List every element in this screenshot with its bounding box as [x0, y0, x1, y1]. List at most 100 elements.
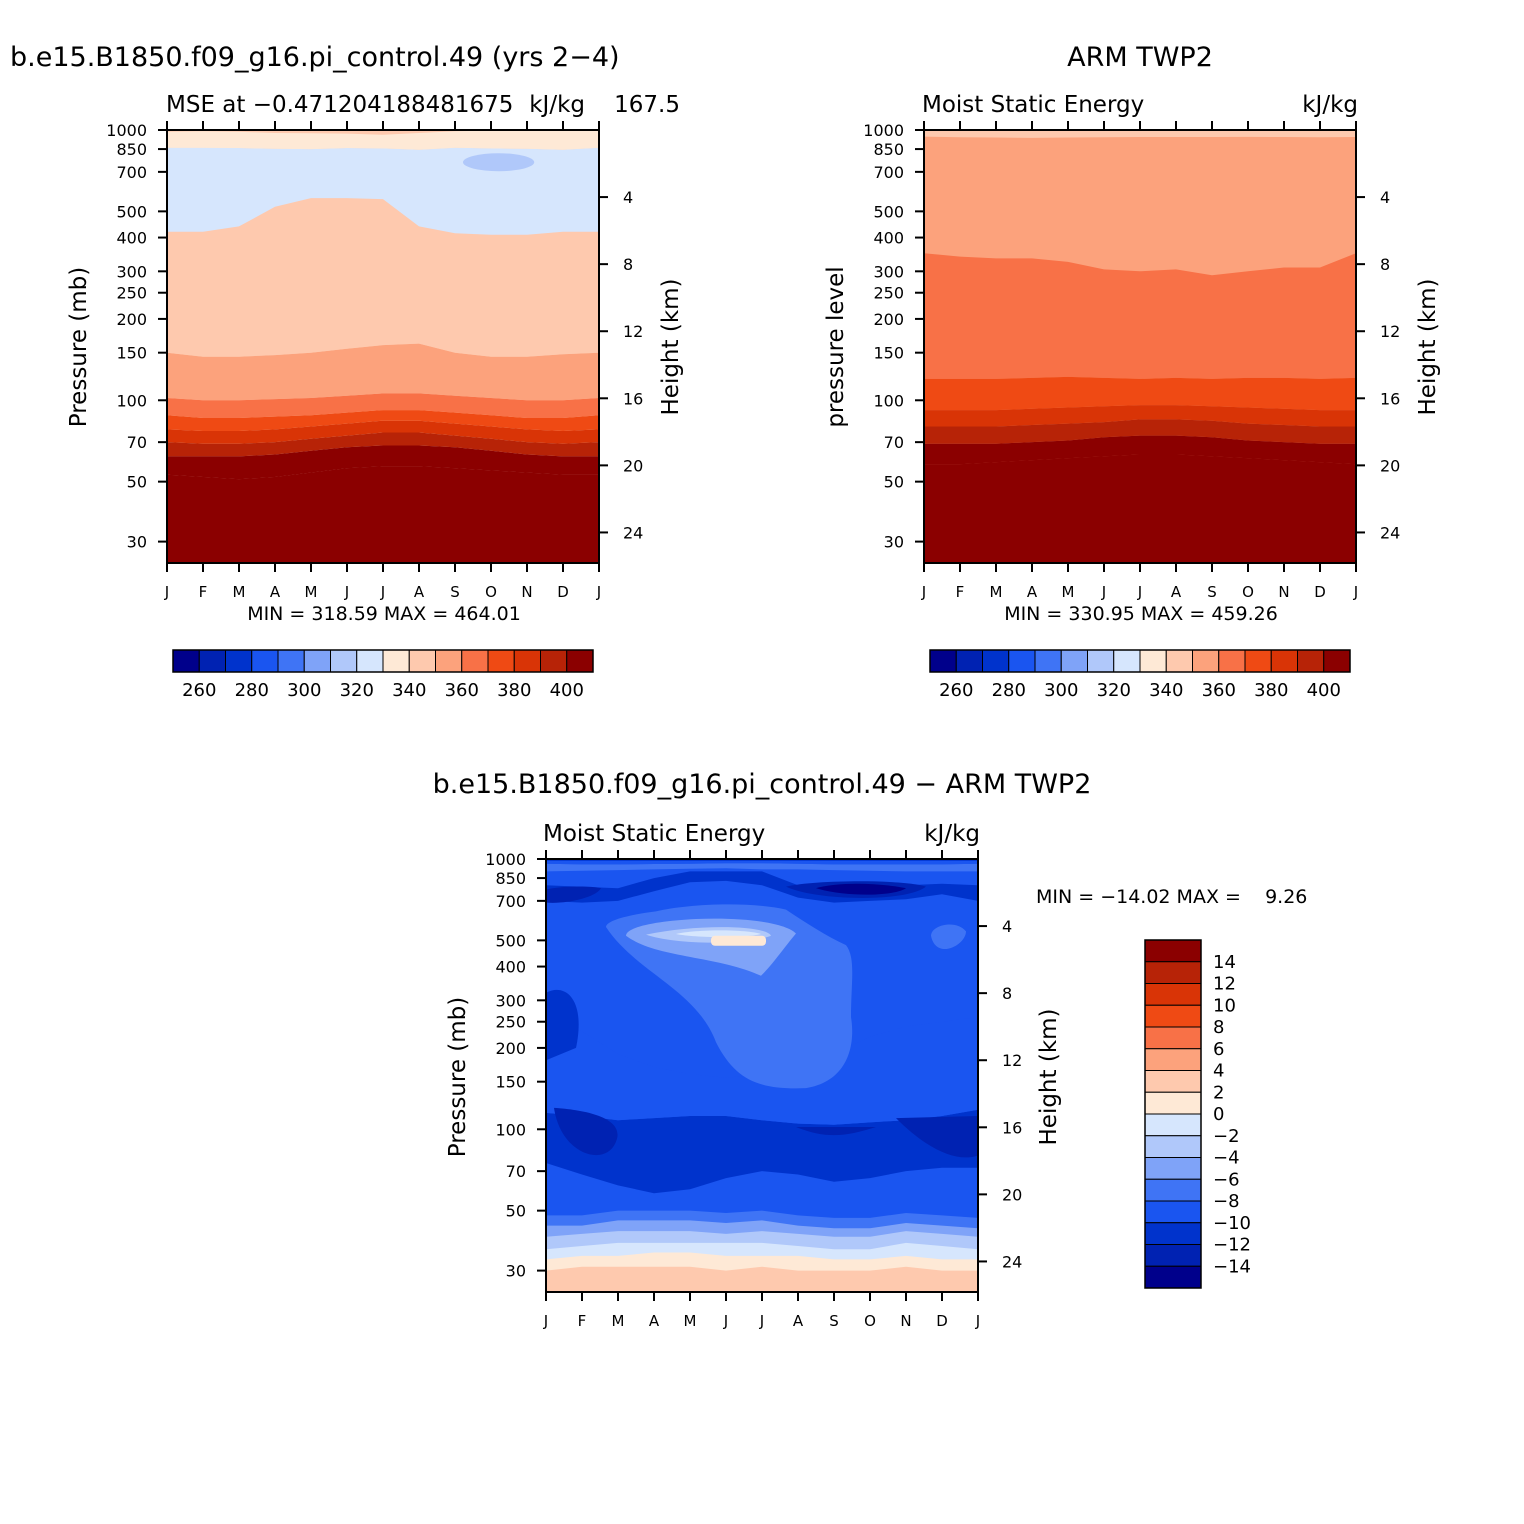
- colorbar-box: [1165, 649, 1193, 673]
- model-axes: J F M A M J J A S O N D J 30 50 70 100 150 200 250 300 400 500…: [106, 121, 643, 601]
- colorbar-box: [929, 649, 957, 673]
- y-tick-label: 300: [116, 262, 147, 281]
- colorbar-box: [1323, 649, 1351, 673]
- y-tick-label: 250: [116, 284, 147, 303]
- obs-band: [924, 419, 1356, 444]
- y-tick-label: 300: [495, 991, 526, 1010]
- model-left-subtitle: MSE at −0.471204188481675: [166, 92, 513, 118]
- x-tick-label: N: [1278, 583, 1289, 601]
- colorbar-label: 10: [1213, 995, 1236, 1016]
- model-extra-subtitle: 167.5: [614, 92, 680, 118]
- diff-right-subtitle: kJ/kg: [924, 821, 980, 847]
- x-tick-label: J: [1353, 583, 1358, 601]
- x-tick-label: J: [164, 583, 169, 601]
- colorbar-label: 14: [1213, 952, 1236, 973]
- y-tick-label: 1000: [485, 850, 526, 869]
- obs-title: ARM TWP2: [1067, 42, 1213, 73]
- colorbar-label: −8: [1213, 1191, 1240, 1212]
- x-tick-label: J: [975, 1312, 980, 1330]
- y-tick-label: 70: [506, 1162, 526, 1181]
- y-tick-label: 30: [127, 533, 147, 552]
- colorbar-label: −4: [1213, 1148, 1240, 1169]
- y2-tick-label: 12: [623, 322, 643, 341]
- x-tick-label: M: [990, 583, 1003, 601]
- obs-right-subtitle: kJ/kg: [1302, 92, 1358, 118]
- obs-axes: J F M A M J J A S O N D J 30 50 70 100 150 200 250 300 400 500…: [863, 121, 1400, 601]
- y-tick-label: 30: [506, 1262, 526, 1281]
- colorbar-label: 300: [287, 680, 321, 701]
- y-tick-label: 700: [116, 163, 147, 182]
- colorbar-box: [1144, 1157, 1202, 1180]
- colorbar-box: [1144, 1200, 1202, 1224]
- x-tick-label: F: [199, 583, 208, 601]
- colorbar-box: [1034, 649, 1062, 673]
- y2-tick-label: 12: [1380, 322, 1400, 341]
- colorbar-box: [982, 649, 1010, 673]
- y-tick-label: 200: [495, 1039, 526, 1058]
- obs-contour-fill: [924, 130, 1356, 563]
- colorbar-box: [303, 649, 331, 673]
- colorbar-label: 380: [497, 680, 531, 701]
- colorbar-box: [1144, 1222, 1202, 1245]
- y2-tick-label: 16: [1380, 389, 1400, 408]
- diff-band: [546, 1017, 978, 1125]
- x-tick-label: J: [543, 1312, 548, 1330]
- colorbar-label: 12: [1213, 974, 1236, 995]
- x-tick-label: J: [344, 583, 349, 601]
- y-tick-label: 50: [884, 473, 904, 492]
- colorbar-box: [1144, 1026, 1202, 1050]
- colorbar-box: [513, 649, 541, 673]
- x-tick-label: A: [793, 1312, 804, 1330]
- colorbar-box: [1144, 1113, 1202, 1137]
- model-band: [167, 343, 599, 401]
- x-tick-label: A: [1171, 583, 1182, 601]
- colorbar-label: 280: [992, 680, 1026, 701]
- colorbar-label: −10: [1213, 1213, 1251, 1234]
- model-band: [167, 445, 599, 480]
- colorbar-box: [1144, 961, 1202, 984]
- x-tick-label: J: [596, 583, 601, 601]
- colorbar-label: 260: [182, 680, 216, 701]
- diff-band: [796, 1126, 876, 1136]
- colorbar-box: [1244, 649, 1272, 673]
- x-tick-label: J: [380, 583, 385, 601]
- colorbar-label: −12: [1213, 1235, 1251, 1256]
- y-tick-label: 70: [884, 433, 904, 452]
- x-tick-label: N: [900, 1312, 911, 1330]
- diff-band: [896, 1115, 978, 1158]
- y2-tick-label: 8: [1002, 984, 1012, 1003]
- colorbar-box: [1218, 649, 1246, 673]
- colorbar-label: 400: [550, 680, 584, 701]
- x-tick-label: J: [921, 583, 926, 601]
- colorbar-label: −14: [1213, 1256, 1251, 1277]
- x-tick-label: F: [956, 583, 965, 601]
- diff-band: [546, 863, 978, 872]
- colorbar-label: 360: [445, 680, 479, 701]
- y-tick-label: 50: [506, 1202, 526, 1221]
- x-tick-label: M: [233, 583, 246, 601]
- model-band: [167, 466, 599, 563]
- model-band: [167, 393, 599, 418]
- colorbar-box: [356, 649, 384, 673]
- x-tick-label: J: [759, 1312, 764, 1330]
- x-tick-label: M: [612, 1312, 625, 1330]
- colorbar-frame: [172, 649, 594, 673]
- y2-tick-label: 20: [1380, 456, 1400, 475]
- x-tick-label: A: [270, 583, 281, 601]
- model-colorbar: 260 280 300 320 340 360 380 400: [172, 649, 594, 701]
- y2-tick-label: 4: [1002, 917, 1012, 936]
- x-tick-label: D: [1314, 583, 1326, 601]
- y-tick-label: 400: [116, 229, 147, 248]
- y-tick-label: 400: [873, 229, 904, 248]
- colorbar-label: 6: [1213, 1039, 1224, 1060]
- y-tick-label: 250: [495, 1013, 526, 1032]
- obs-band: [924, 130, 1356, 138]
- x-tick-label: M: [1062, 583, 1075, 601]
- colorbar-label: −2: [1213, 1126, 1240, 1147]
- colorbar-box: [1144, 939, 1202, 963]
- diff-left-subtitle: Moist Static Energy: [543, 821, 765, 847]
- colorbar-label: 280: [235, 680, 269, 701]
- colorbar-box: [1087, 649, 1115, 673]
